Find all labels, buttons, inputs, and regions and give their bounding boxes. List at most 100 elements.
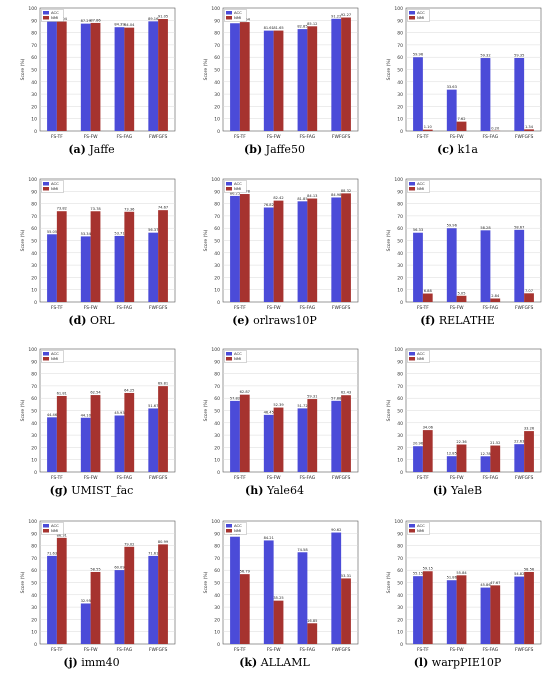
panel-title: orlraws10P <box>249 314 317 327</box>
data-label: 6.88 <box>424 289 433 293</box>
y-tick-label: 50 <box>214 239 220 245</box>
legend-label: ACC <box>51 181 59 186</box>
acc-bar <box>514 229 525 302</box>
panel-caption: (k) ALLAML <box>183 656 366 669</box>
y-tick-label: 10 <box>214 458 220 464</box>
y-tick-label: 30 <box>214 605 220 611</box>
x-tick-label: FS-TF <box>51 305 63 311</box>
nmi-bar <box>307 26 318 132</box>
data-label: 73.82 <box>57 207 67 211</box>
y-tick-label: 100 <box>394 6 403 12</box>
y-tick-label: 70 <box>31 384 37 390</box>
y-tick-label: 50 <box>31 409 37 415</box>
legend-label: ACC <box>234 523 242 528</box>
data-label: 62.87 <box>240 390 250 394</box>
legend-label: ACC <box>417 351 425 356</box>
y-tick-label: 20 <box>214 617 220 623</box>
y-tick-label: 50 <box>31 239 37 245</box>
y-tick-label: 20 <box>31 275 37 281</box>
acc-bar <box>47 417 57 472</box>
data-label: 33.26 <box>524 427 535 431</box>
legend-label: NMI <box>234 528 241 533</box>
x-tick-label: FS-FW <box>267 475 282 481</box>
y-tick-label: 70 <box>214 384 220 390</box>
y-tick-label: 60 <box>214 226 220 232</box>
legend-label: NMI <box>417 528 424 533</box>
data-label: 55.05 <box>47 230 57 234</box>
nmi-bar <box>56 395 67 472</box>
y-tick-label: 10 <box>31 458 37 464</box>
y-tick-label: 100 <box>211 177 220 183</box>
y-tick-label: 90 <box>31 359 37 365</box>
y-tick-label: 60 <box>214 396 220 402</box>
acc-bar <box>480 587 491 644</box>
data-label: 73.36 <box>124 207 135 211</box>
x-tick-label: FS-FAG <box>483 134 499 140</box>
y-tick-label: 10 <box>214 117 220 123</box>
x-tick-label: FS-FW <box>450 647 465 653</box>
legend-label: ACC <box>51 351 59 356</box>
nmi-bar <box>239 574 250 644</box>
bar-chart: 0 10 20 30 40 50 60 70 80 90 100 Score (%) 71.63 86.3… <box>20 519 176 653</box>
y-tick-label: 100 <box>28 347 37 353</box>
data-label: 53.34 <box>81 232 92 236</box>
data-label: 73.78 <box>90 207 101 211</box>
legend-label: NMI <box>234 186 241 191</box>
data-label: 90.62 <box>331 528 341 532</box>
y-tick-label: 20 <box>214 104 220 110</box>
legend-label: ACC <box>234 181 242 186</box>
data-label: 1.10 <box>424 125 433 129</box>
y-tick-label: 40 <box>397 251 403 257</box>
acc-bar <box>114 235 125 302</box>
nmi-bar <box>422 293 433 302</box>
data-label: 57.88 <box>331 396 342 400</box>
data-label: 91.05 <box>158 15 168 19</box>
nmi-bar <box>456 444 467 472</box>
data-label: 53.31 <box>341 574 351 578</box>
y-tick-label: 0 <box>34 300 37 306</box>
panel-letter: (d) <box>68 314 87 327</box>
x-tick-label: FS-FW <box>450 475 465 481</box>
data-label: 81.61 <box>264 26 274 30</box>
nmi-bar <box>124 211 135 302</box>
panel-caption: (h) Yale64 <box>183 484 366 497</box>
nmi-bar <box>341 17 351 131</box>
y-tick-label: 80 <box>214 31 220 37</box>
acc-bar <box>114 27 125 131</box>
nmi-bar <box>490 298 501 302</box>
bar-chart: 0 10 20 30 40 50 60 70 80 90 100 Score (%) 59.96 1.10… <box>386 6 542 140</box>
data-label: 59.15 <box>423 567 433 571</box>
nmi-bar <box>524 431 534 472</box>
y-axis-label: Score (%) <box>20 58 26 80</box>
data-label: 52.39 <box>273 403 284 407</box>
chart-panel: 0 10 20 30 40 50 60 70 80 90 100 Score (%) 55.15 59.1… <box>366 513 549 675</box>
nmi-bar <box>56 211 67 302</box>
nmi-bar <box>341 193 351 302</box>
y-tick-label: 30 <box>214 433 220 439</box>
panel-letter: (k) <box>239 656 258 669</box>
x-tick-label: FS-FAG <box>483 647 499 653</box>
acc-bar <box>413 232 423 302</box>
y-tick-label: 30 <box>214 92 220 98</box>
y-tick-label: 40 <box>214 80 220 86</box>
acc-bar <box>148 555 159 644</box>
y-tick-label: 0 <box>34 470 37 476</box>
panel-caption: (a) Jaffe <box>0 143 183 156</box>
y-tick-label: 70 <box>397 556 403 562</box>
y-tick-label: 40 <box>31 80 37 86</box>
panel-caption: (e) orlraws10P <box>183 314 366 327</box>
panel-letter: (l) <box>413 656 429 669</box>
data-label: 16.85 <box>307 619 317 623</box>
x-tick-label: FS-TF <box>51 134 63 140</box>
y-tick-label: 10 <box>214 288 220 294</box>
data-label: 81.65 <box>273 26 283 30</box>
y-tick-label: 90 <box>397 359 403 365</box>
nmi-bar <box>341 395 351 472</box>
nmi-bar <box>341 578 351 644</box>
acc-bar <box>514 576 525 644</box>
